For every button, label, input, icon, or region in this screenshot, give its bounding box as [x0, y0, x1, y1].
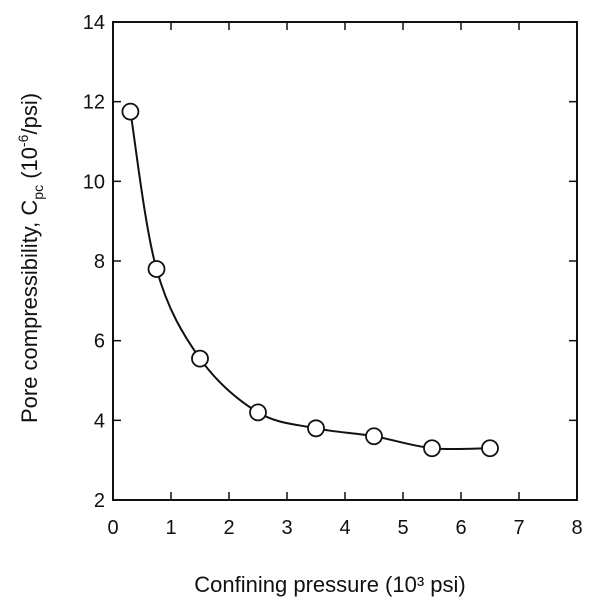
y-axis-label: Pore compressibility, Cpc (10-6/psi)	[15, 93, 46, 423]
series-line	[129, 111, 491, 451]
x-tick-label: 1	[165, 517, 176, 539]
x-tick-label: 6	[455, 517, 466, 539]
data-point	[121, 102, 140, 121]
x-axis-label: Confining pressure (10³ psi)	[194, 572, 465, 597]
y-tick-label: 4	[94, 410, 105, 432]
x-tick-label: 4	[339, 517, 350, 539]
y-axis-label-prefix: Pore compressibility, C	[17, 200, 42, 423]
y-tick-label: 14	[83, 12, 105, 34]
y-axis-label-superscript: -6	[15, 134, 31, 147]
data-point	[249, 403, 267, 422]
x-tick-label: 2	[223, 517, 234, 539]
x-tick-label: 7	[513, 517, 524, 539]
axis-ticks	[112, 21, 578, 501]
y-tick-label: 10	[83, 171, 105, 193]
plot-frame	[112, 21, 578, 501]
x-tick-label: 8	[571, 517, 582, 539]
x-tick-label: 3	[281, 517, 292, 539]
y-tick-label: 8	[94, 251, 105, 273]
data-point	[147, 260, 166, 278]
y-axis-label-mid: (10	[17, 147, 42, 185]
data-point	[481, 439, 499, 458]
data-point	[191, 349, 209, 368]
data-point	[423, 439, 441, 458]
x-tick-label: 5	[397, 517, 408, 539]
data-point	[307, 419, 325, 438]
y-axis-label-suffix: /psi)	[17, 93, 42, 135]
x-tick-label: 0	[107, 517, 118, 539]
series-layer	[121, 102, 499, 458]
y-tick-label: 6	[94, 331, 105, 353]
y-tick-label: 2	[94, 490, 105, 512]
data-point	[365, 427, 383, 446]
y-tick-label: 12	[83, 92, 105, 114]
y-axis-label-subscript: pc	[30, 185, 46, 200]
